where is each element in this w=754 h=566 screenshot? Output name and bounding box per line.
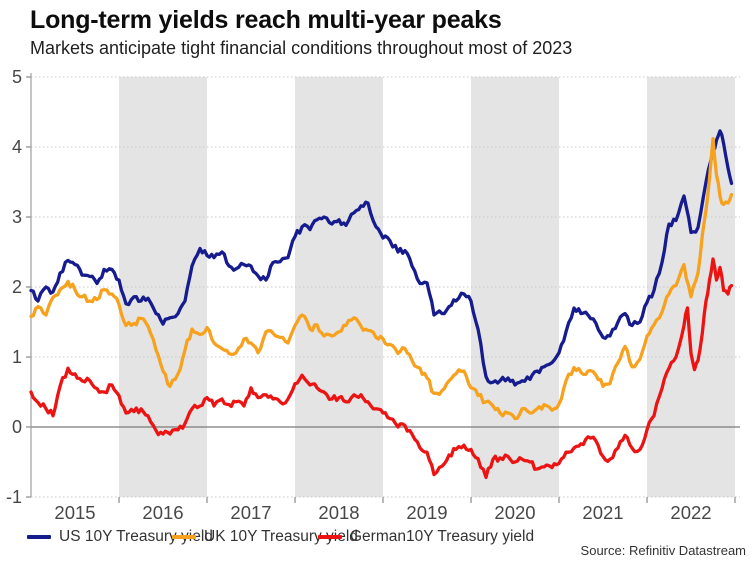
x-year-label: 2022 [670,502,711,523]
chart-subtitle: Markets anticipate tight financial condi… [30,38,573,58]
legend-item-german: German10Y Treasury yield [318,528,534,546]
chart-title: Long-term yields reach multi-year peaks [30,6,502,34]
chart-legend: US 10Y Treasury yield UK 10Y Treasury yie… [0,528,754,548]
legend-label: US 10Y Treasury yield [59,528,213,545]
y-tick-label: 5 [12,67,22,87]
x-year-label: 2016 [142,502,183,523]
y-tick-label: 0 [12,417,22,437]
x-year-label: 2020 [494,502,535,523]
y-tick-label: -1 [6,487,22,507]
y-tick-label: 1 [12,347,22,367]
series-line-us [29,129,734,387]
legend-swatch [318,534,342,540]
legend-swatch [27,534,51,540]
x-year-label: 2017 [230,502,271,523]
series-line-german [29,257,734,480]
legend-label: UK 10Y Treasury yield [204,528,358,545]
y-tick-label: 3 [12,207,22,227]
y-tick-label: 2 [12,277,22,297]
y-tick-label: 4 [12,137,22,157]
legend-label: German10Y Treasury yield [350,528,535,545]
series-line-uk [29,136,734,421]
legend-item-uk: UK 10Y Treasury yield [172,528,358,546]
x-year-label: 2015 [54,502,95,523]
x-year-label: 2018 [318,502,359,523]
x-year-label: 2019 [406,502,447,523]
source-credit: Source: Refinitiv Datastream [580,543,746,558]
x-year-label: 2021 [582,502,623,523]
legend-swatch [172,534,196,540]
legend-item-us: US 10Y Treasury yield [27,528,213,546]
